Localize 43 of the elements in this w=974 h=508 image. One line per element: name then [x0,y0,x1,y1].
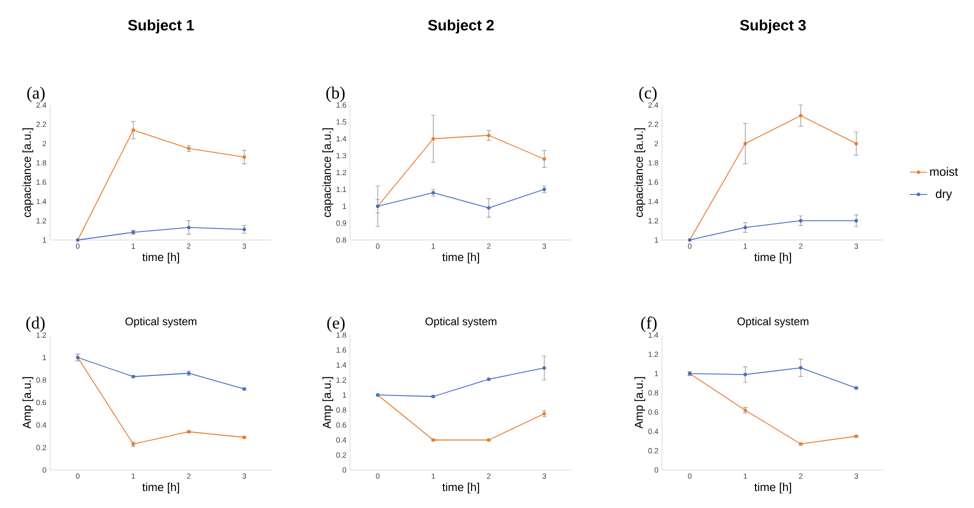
point [799,218,802,222]
text: (c) [639,86,657,102]
point [799,114,802,118]
point [854,142,858,146]
x-axis-title: time [h] [754,252,792,264]
point [132,128,136,132]
y-axis-title: capacitance [a.u.] [22,128,34,218]
chart-title: Optical system [737,317,808,328]
point [542,157,546,161]
point [432,136,436,140]
x-axis-title: time [h] [442,482,480,494]
x-axis-title: time [h] [754,482,792,494]
chart-title: Subject 2 [428,19,494,34]
text: (b) [326,86,345,102]
point [744,226,747,230]
point [744,372,747,376]
point [242,228,246,232]
y-axis-title: Amp [a.u.] [634,377,646,429]
chart-title: Subject 1 [128,19,194,34]
text: (e) [327,316,345,332]
legend-label: dry [936,189,952,200]
point [799,366,802,370]
x-axis-title: time [h] [142,252,180,264]
x-axis-title: time [h] [142,482,180,494]
x-axis-title: time [h] [442,252,480,264]
point [487,206,491,210]
y-axis-title: Amp [a.u.] [22,377,34,429]
point [542,366,546,370]
legend-label: moist [930,167,958,176]
chart-title: Optical system [125,317,196,328]
y-axis-title: Amp [a.u.] [322,377,334,429]
chart-title: Subject 3 [740,19,806,34]
y-axis-title: capacitance [a.u.] [322,128,334,218]
point [242,155,246,159]
text: (f) [641,316,657,332]
y-axis-title: capacitance [a.u.] [634,128,646,218]
point [744,142,747,146]
text: (a) [27,86,45,102]
point [487,134,491,138]
point [187,226,191,230]
chart-title: Optical system [425,317,496,328]
text: (d) [26,316,45,332]
point [854,218,858,222]
